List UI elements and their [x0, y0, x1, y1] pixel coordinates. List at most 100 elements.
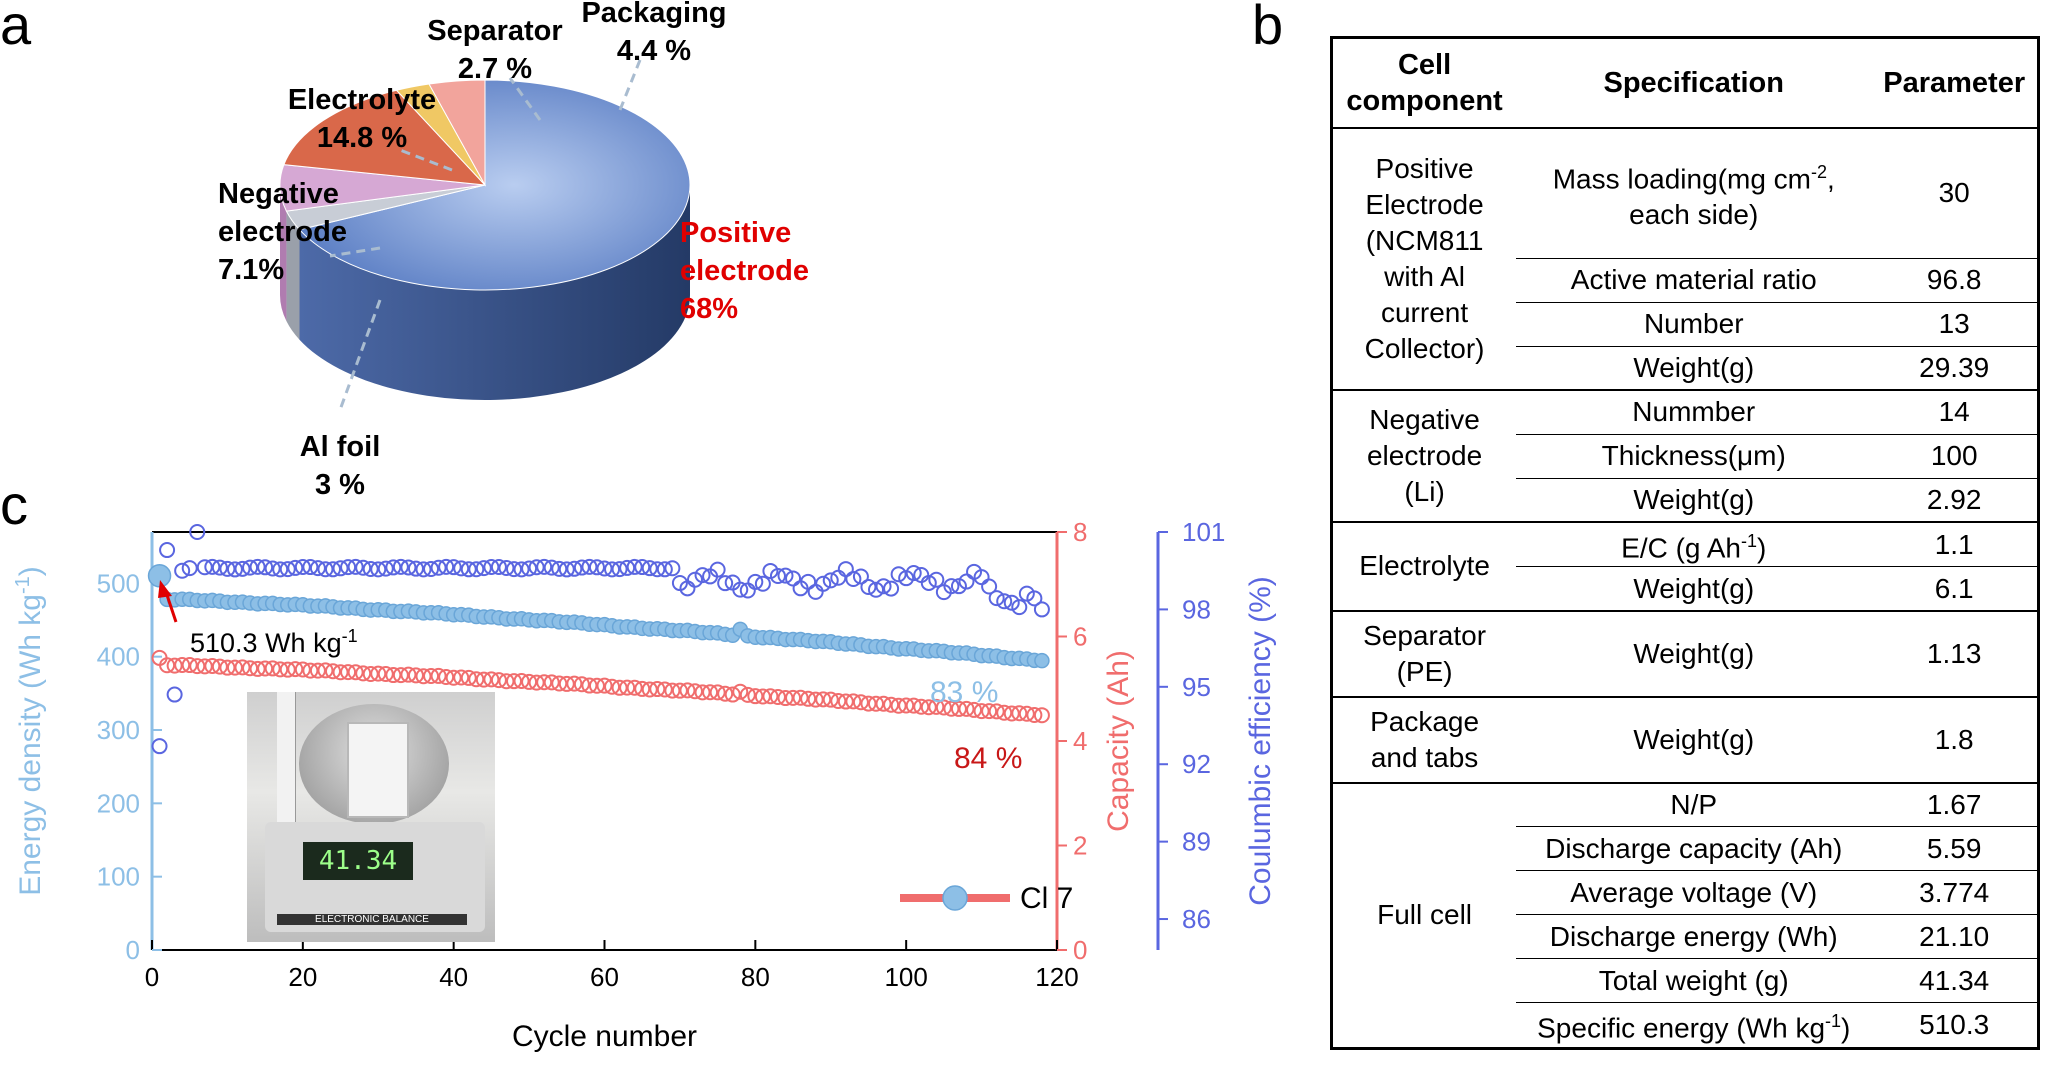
cell-spec: Active material ratio: [1516, 257, 1872, 302]
ce-point: [325, 561, 341, 578]
table-row: Positive Electrode (NCM811 with Al curre…: [1331, 127, 2039, 390]
cell-component-fullcell: Full cell: [1331, 781, 1517, 1049]
capacity-point: [317, 662, 334, 679]
pie-label-negative: Negative electrode 7.1%: [218, 178, 347, 286]
header-component: Cell component: [1331, 37, 1517, 129]
capacity-point: [769, 688, 786, 705]
ce-point: [362, 560, 379, 577]
cell-component-separator: Separator (PE): [1331, 609, 1517, 697]
capacity-point: [973, 703, 990, 720]
ce-point: [407, 560, 424, 577]
capacity-point: [219, 659, 236, 676]
left-tick-label: 100: [97, 862, 140, 892]
header-specification: Specification: [1516, 37, 1872, 129]
ce-point: [392, 558, 409, 575]
capacity-point: [377, 665, 394, 682]
ce-point: [347, 558, 364, 575]
panel-letter-b: b: [1252, 0, 1284, 56]
pie-label-positive: Positive electrode 68%: [680, 217, 809, 325]
ce-point: [317, 561, 334, 578]
capacity-point: [649, 681, 666, 698]
pie-label-packaging: Packaging 4.4 %: [581, 0, 727, 67]
capacity-point: [370, 665, 387, 682]
capacity-point: [460, 669, 477, 686]
capacity-point: [355, 665, 372, 682]
ce-point: [302, 559, 319, 576]
right1-axis-label: Capacity (Ah): [1102, 650, 1135, 832]
ce-point: [732, 581, 749, 598]
capacity-point: [845, 693, 862, 710]
panel-letter-a: a: [0, 0, 32, 56]
right2-tick-label: 101: [1182, 517, 1225, 547]
capacity-point: [521, 673, 538, 690]
ce-point: [309, 560, 326, 577]
capacity-point: [822, 691, 839, 708]
ce-point: [196, 559, 213, 576]
capacity-point: [656, 681, 673, 698]
capacity-point: [671, 682, 688, 699]
ce-point: [890, 566, 907, 583]
cell-spec: Total weight (g): [1516, 958, 1872, 1003]
capacity-point: [340, 664, 357, 681]
cell-param: 1.8: [1871, 695, 2039, 783]
table-row: Average voltage (V) 3.774: [1332, 870, 2039, 915]
left-axis-label-end: ): [14, 566, 47, 576]
pie-label-separator: Separator 2.7 %: [427, 15, 563, 85]
annotation-energy-main: 510.3 Wh kg: [190, 628, 342, 658]
capacity-point: [596, 677, 613, 694]
capacity-point: [626, 679, 643, 696]
capacity-point: [868, 695, 884, 712]
capacity-point: [634, 680, 651, 697]
ce-point: [174, 562, 191, 579]
ce-point: [558, 561, 575, 578]
capacity-point: [732, 683, 749, 700]
ce-point: [272, 561, 289, 578]
capacity-point: [347, 664, 364, 681]
right2-axis-label: Coulumbic efficiency (%): [1244, 576, 1277, 906]
ce-point: [943, 578, 960, 595]
ce-point: [498, 559, 515, 576]
right1-tick-label: 8: [1073, 517, 1087, 547]
ce-point: [852, 568, 869, 585]
capacity-point: [166, 657, 183, 674]
cell-component-package: Package and tabs: [1331, 695, 1517, 783]
cell-component-positive: Positive Electrode (NCM811 with Al curre…: [1331, 127, 1517, 390]
annotation-energy-value: 510.3 Wh kg-1: [190, 626, 358, 658]
ce-point: [249, 558, 266, 575]
cell-spec: Weight(g): [1516, 345, 1872, 390]
capacity-point: [837, 693, 854, 710]
balance-photo: 41.34 ELECTRONIC BALANCE: [247, 692, 495, 942]
pie-side-positive-electrode: [299, 185, 690, 400]
capacity-point: [950, 700, 967, 717]
ce-point: [166, 686, 183, 703]
right1-tick-label: 6: [1073, 622, 1087, 652]
annotation-retention-energy: 83 %: [930, 676, 998, 709]
cell-param: 2.92: [1871, 477, 2039, 522]
capacity-point: [415, 668, 432, 685]
capacity-point: [566, 675, 583, 692]
ce-point: [340, 559, 357, 576]
table-row: Weight(g) 2.92: [1332, 477, 2039, 522]
table-row: Package and tabs Weight(g) 1.8: [1331, 695, 2039, 783]
annotation-energy-sup: -1: [342, 626, 358, 646]
capacity-point: [234, 659, 251, 676]
pie-side-al-foil: [286, 211, 300, 340]
cell-spec: Discharge energy (Wh): [1516, 914, 1872, 959]
ce-point: [807, 583, 824, 600]
capacity-point: [966, 701, 983, 718]
ce-point: [1033, 601, 1050, 618]
left-tick-label: 400: [97, 642, 140, 672]
ce-point: [641, 560, 658, 577]
ce-point: [1011, 599, 1028, 616]
ce-point: [211, 559, 228, 576]
cell-spec: Average voltage (V): [1516, 870, 1872, 915]
ce-point: [883, 580, 900, 597]
table-row: Number 13: [1332, 301, 2039, 346]
ce-point: [264, 560, 281, 577]
leader-electrolyte: [399, 148, 453, 172]
ce-point: [754, 575, 771, 592]
ce-point: [415, 561, 432, 578]
cell-param: 14: [1871, 389, 2039, 434]
x-tick-label: 80: [741, 962, 770, 992]
pie-label-alfoil: Al foil 3 %: [299, 431, 381, 501]
